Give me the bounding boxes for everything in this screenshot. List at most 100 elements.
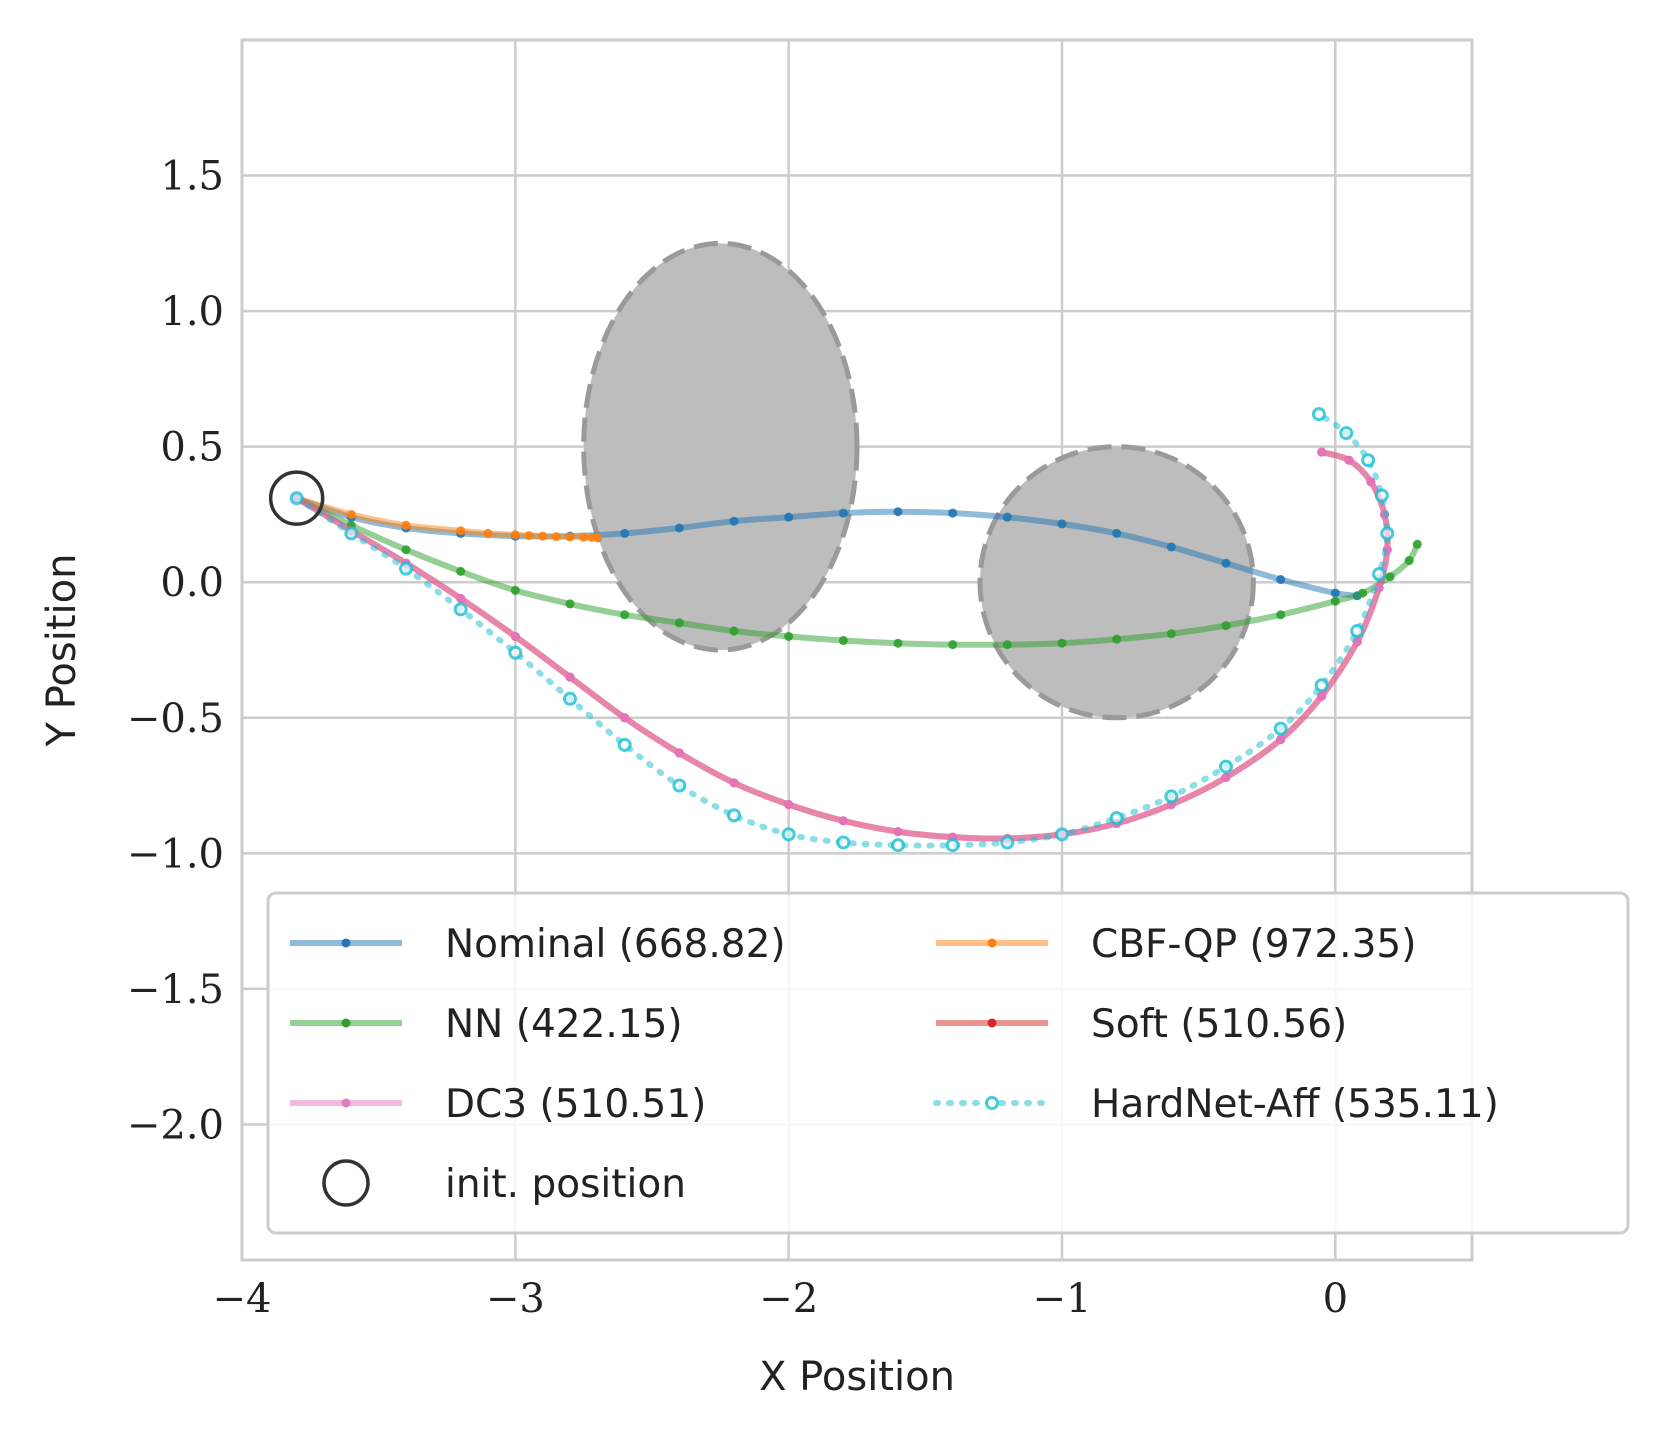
series-point-2-3 bbox=[456, 526, 466, 536]
series-point-4-10 bbox=[838, 816, 848, 826]
series-point-4-3 bbox=[456, 593, 466, 603]
series-point-5-1 bbox=[344, 526, 359, 541]
series-point-5-12 bbox=[945, 838, 960, 853]
series-point-4-18 bbox=[1276, 734, 1286, 744]
series-point-4-7 bbox=[674, 748, 684, 758]
legend-entry-5: HardNet-Aff (535.11) bbox=[933, 1082, 1499, 1127]
series-point-0-18 bbox=[1276, 575, 1286, 585]
obstacle-1 bbox=[977, 444, 1256, 721]
y-tick-label-7: −2.0 bbox=[127, 1102, 224, 1148]
series-point-1-19 bbox=[1330, 596, 1340, 606]
series-5 bbox=[289, 407, 1395, 853]
series-point-1-16 bbox=[1166, 629, 1176, 639]
y-tick-label-1: 1.0 bbox=[160, 289, 224, 335]
series-point-1-21 bbox=[1385, 572, 1395, 582]
legend-box bbox=[266, 891, 1630, 1235]
series-point-5-21 bbox=[1372, 567, 1387, 582]
legend-label-6: init. position bbox=[445, 1162, 686, 1207]
series-point-5-26 bbox=[1311, 407, 1326, 422]
series-point-4-6 bbox=[620, 713, 630, 723]
series-point-1-3 bbox=[456, 566, 466, 576]
series-layer bbox=[289, 407, 1422, 853]
series-point-5-13 bbox=[1000, 835, 1015, 850]
series-point-1-22 bbox=[1404, 556, 1414, 566]
series-point-0-13 bbox=[1002, 512, 1012, 522]
legend-marker-3 bbox=[987, 1018, 997, 1028]
series-point-5-18 bbox=[1273, 721, 1288, 736]
y-tick-label-2: 0.5 bbox=[160, 425, 224, 471]
series-point-2-10 bbox=[579, 532, 589, 542]
x-tick-label-4: 0 bbox=[1323, 1276, 1348, 1322]
series-point-0-8 bbox=[729, 516, 739, 526]
legend-marker-6 bbox=[322, 1159, 370, 1207]
y-tick-label-6: −1.5 bbox=[127, 967, 224, 1013]
series-point-5-3 bbox=[453, 602, 468, 617]
series-point-5-10 bbox=[836, 835, 851, 850]
x-tick-label-3: −1 bbox=[1033, 1276, 1092, 1322]
series-point-2-2 bbox=[401, 520, 411, 530]
series-point-4-4 bbox=[510, 631, 520, 641]
series-point-5-0 bbox=[289, 491, 304, 506]
legend-label-0: Nominal (668.82) bbox=[445, 922, 786, 967]
series-point-1-6 bbox=[620, 610, 630, 620]
y-tick-label-3: 0.0 bbox=[160, 560, 224, 606]
series-line-5 bbox=[293, 411, 1391, 849]
series-point-5-15 bbox=[1109, 811, 1124, 826]
y-tick-label-0: 1.5 bbox=[160, 154, 224, 200]
legend-label-2: NN (422.15) bbox=[445, 1002, 683, 1047]
obstacle-0 bbox=[581, 240, 860, 653]
legend-entry-0: Nominal (668.82) bbox=[290, 922, 786, 967]
init-position-circle bbox=[268, 470, 325, 526]
series-point-1-12 bbox=[948, 640, 958, 650]
series-point-5-17 bbox=[1219, 759, 1233, 774]
series-point-5-20 bbox=[1350, 624, 1365, 639]
series-point-1-18 bbox=[1276, 610, 1286, 620]
series-point-4-11 bbox=[893, 827, 903, 837]
series-point-1-20 bbox=[1358, 588, 1368, 598]
series-point-5-24 bbox=[1361, 453, 1376, 468]
series-point-2-6 bbox=[524, 531, 534, 541]
series-point-1-7 bbox=[674, 618, 684, 628]
series-point-5-7 bbox=[672, 778, 687, 793]
legend-entry-4: DC3 (510.51) bbox=[290, 1082, 706, 1127]
series-point-1-23 bbox=[1412, 539, 1422, 549]
series-point-1-10 bbox=[838, 636, 848, 646]
series-point-1-14 bbox=[1057, 638, 1067, 648]
legend-marker-2 bbox=[341, 1018, 351, 1028]
series-point-0-14 bbox=[1057, 519, 1067, 529]
legend-entry-1: CBF-QP (972.35) bbox=[936, 922, 1416, 967]
series-point-1-13 bbox=[1002, 640, 1012, 650]
legend-label-3: Soft (510.56) bbox=[1091, 1002, 1347, 1047]
series-point-4-25 bbox=[1344, 455, 1354, 465]
series-point-2-12 bbox=[592, 532, 602, 542]
series-point-0-16 bbox=[1166, 542, 1176, 552]
series-point-2-5 bbox=[510, 530, 520, 540]
series-point-4-8 bbox=[729, 778, 739, 788]
series-point-5-5 bbox=[563, 691, 577, 706]
legend-marker-4 bbox=[341, 1098, 351, 1108]
y-tick-label-5: −1.0 bbox=[127, 831, 224, 877]
series-point-0-7 bbox=[674, 523, 684, 533]
series-point-5-8 bbox=[727, 808, 741, 823]
legend-entry-3: Soft (510.56) bbox=[936, 1002, 1347, 1047]
series-point-1-5 bbox=[565, 599, 575, 609]
series-point-4-5 bbox=[565, 672, 575, 682]
series-point-0-10 bbox=[838, 508, 848, 518]
series-point-1-9 bbox=[784, 631, 794, 641]
series-2 bbox=[292, 493, 602, 542]
series-point-4-9 bbox=[784, 800, 794, 810]
legend-label-1: CBF-QP (972.35) bbox=[1091, 922, 1416, 967]
series-point-5-16 bbox=[1164, 789, 1179, 804]
x-tick-label-1: −3 bbox=[486, 1276, 545, 1322]
legend-label-5: HardNet-Aff (535.11) bbox=[1091, 1082, 1499, 1127]
obstacles bbox=[581, 240, 1256, 721]
plot-frame bbox=[240, 38, 1474, 1262]
legend-entry-6: init. position bbox=[322, 1159, 686, 1207]
series-point-5-25 bbox=[1339, 426, 1354, 441]
series-point-0-12 bbox=[948, 508, 958, 518]
legend-entry-2: NN (422.15) bbox=[290, 1002, 683, 1047]
init-position-marker bbox=[268, 470, 325, 526]
series-point-5-19 bbox=[1314, 678, 1329, 693]
series-point-5-11 bbox=[891, 838, 905, 853]
series-point-2-4 bbox=[483, 528, 493, 538]
